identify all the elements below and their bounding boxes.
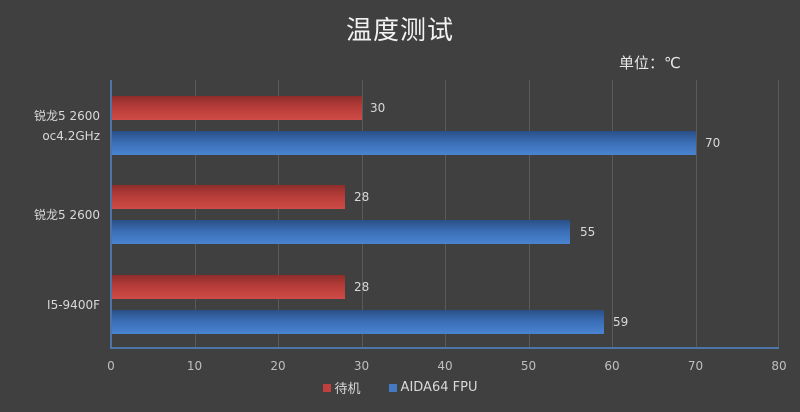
x-tick-label: 50 (520, 359, 537, 373)
legend-label: AIDA64 FPU (400, 380, 478, 395)
bar-aida-ryzen (111, 220, 570, 244)
gridline (778, 80, 779, 348)
gridline (361, 80, 363, 348)
category-label-ryzen: 锐龙5 2600 (34, 205, 100, 225)
category-line1: I5-9400F (47, 298, 100, 312)
category-label-ryzen-oc: 锐龙5 2600 oc4.2GHz (34, 106, 100, 146)
x-tick-label: 80 (771, 359, 787, 373)
category-line2: oc4.2GHz (42, 129, 100, 143)
category-line1: 锐龙5 2600 (34, 208, 100, 222)
bar-label: 55 (580, 225, 596, 239)
legend-swatch-blue (388, 383, 397, 392)
legend-swatch-red (322, 383, 331, 392)
x-tick-label: 70 (687, 359, 704, 373)
x-tick-label: 30 (353, 359, 370, 373)
y-axis-line (110, 80, 112, 348)
bar-label: 28 (354, 190, 370, 204)
x-tick-label: 0 (107, 359, 115, 373)
bar-label: 70 (705, 136, 721, 150)
x-tick-label: 40 (437, 359, 453, 373)
x-tick-label: 10 (186, 359, 203, 373)
gridline (528, 80, 530, 348)
legend-item-idle: 待机 (322, 378, 361, 397)
bar-aida-i5 (111, 310, 604, 334)
category-label-i5: I5-9400F (47, 295, 100, 315)
x-axis-line (110, 347, 779, 349)
bar-idle-ryzen-oc (111, 96, 362, 120)
category-line1: 锐龙5 2600 (34, 109, 100, 123)
bar-label: 30 (370, 101, 386, 115)
gridline (612, 80, 613, 348)
legend: 待机 AIDA64 FPU (0, 378, 800, 397)
gridline (278, 80, 279, 348)
gridline (194, 80, 196, 348)
chart-title: 温度测试 (345, 16, 454, 46)
bar-label: 59 (613, 315, 629, 329)
bar-idle-ryzen (111, 185, 345, 209)
plot-area: 30 70 28 55 28 59 (110, 80, 779, 349)
gridline (695, 80, 697, 348)
bar-aida-ryzen-oc (111, 131, 696, 155)
gridline (445, 80, 446, 348)
unit-label: 单位：℃ (619, 54, 681, 72)
x-tick-label: 60 (604, 359, 620, 373)
legend-item-aida: AIDA64 FPU (388, 378, 478, 397)
bar-label: 28 (354, 280, 370, 294)
x-tick-label: 20 (270, 359, 286, 373)
bar-idle-i5 (111, 275, 345, 299)
legend-label: 待机 (334, 382, 361, 397)
